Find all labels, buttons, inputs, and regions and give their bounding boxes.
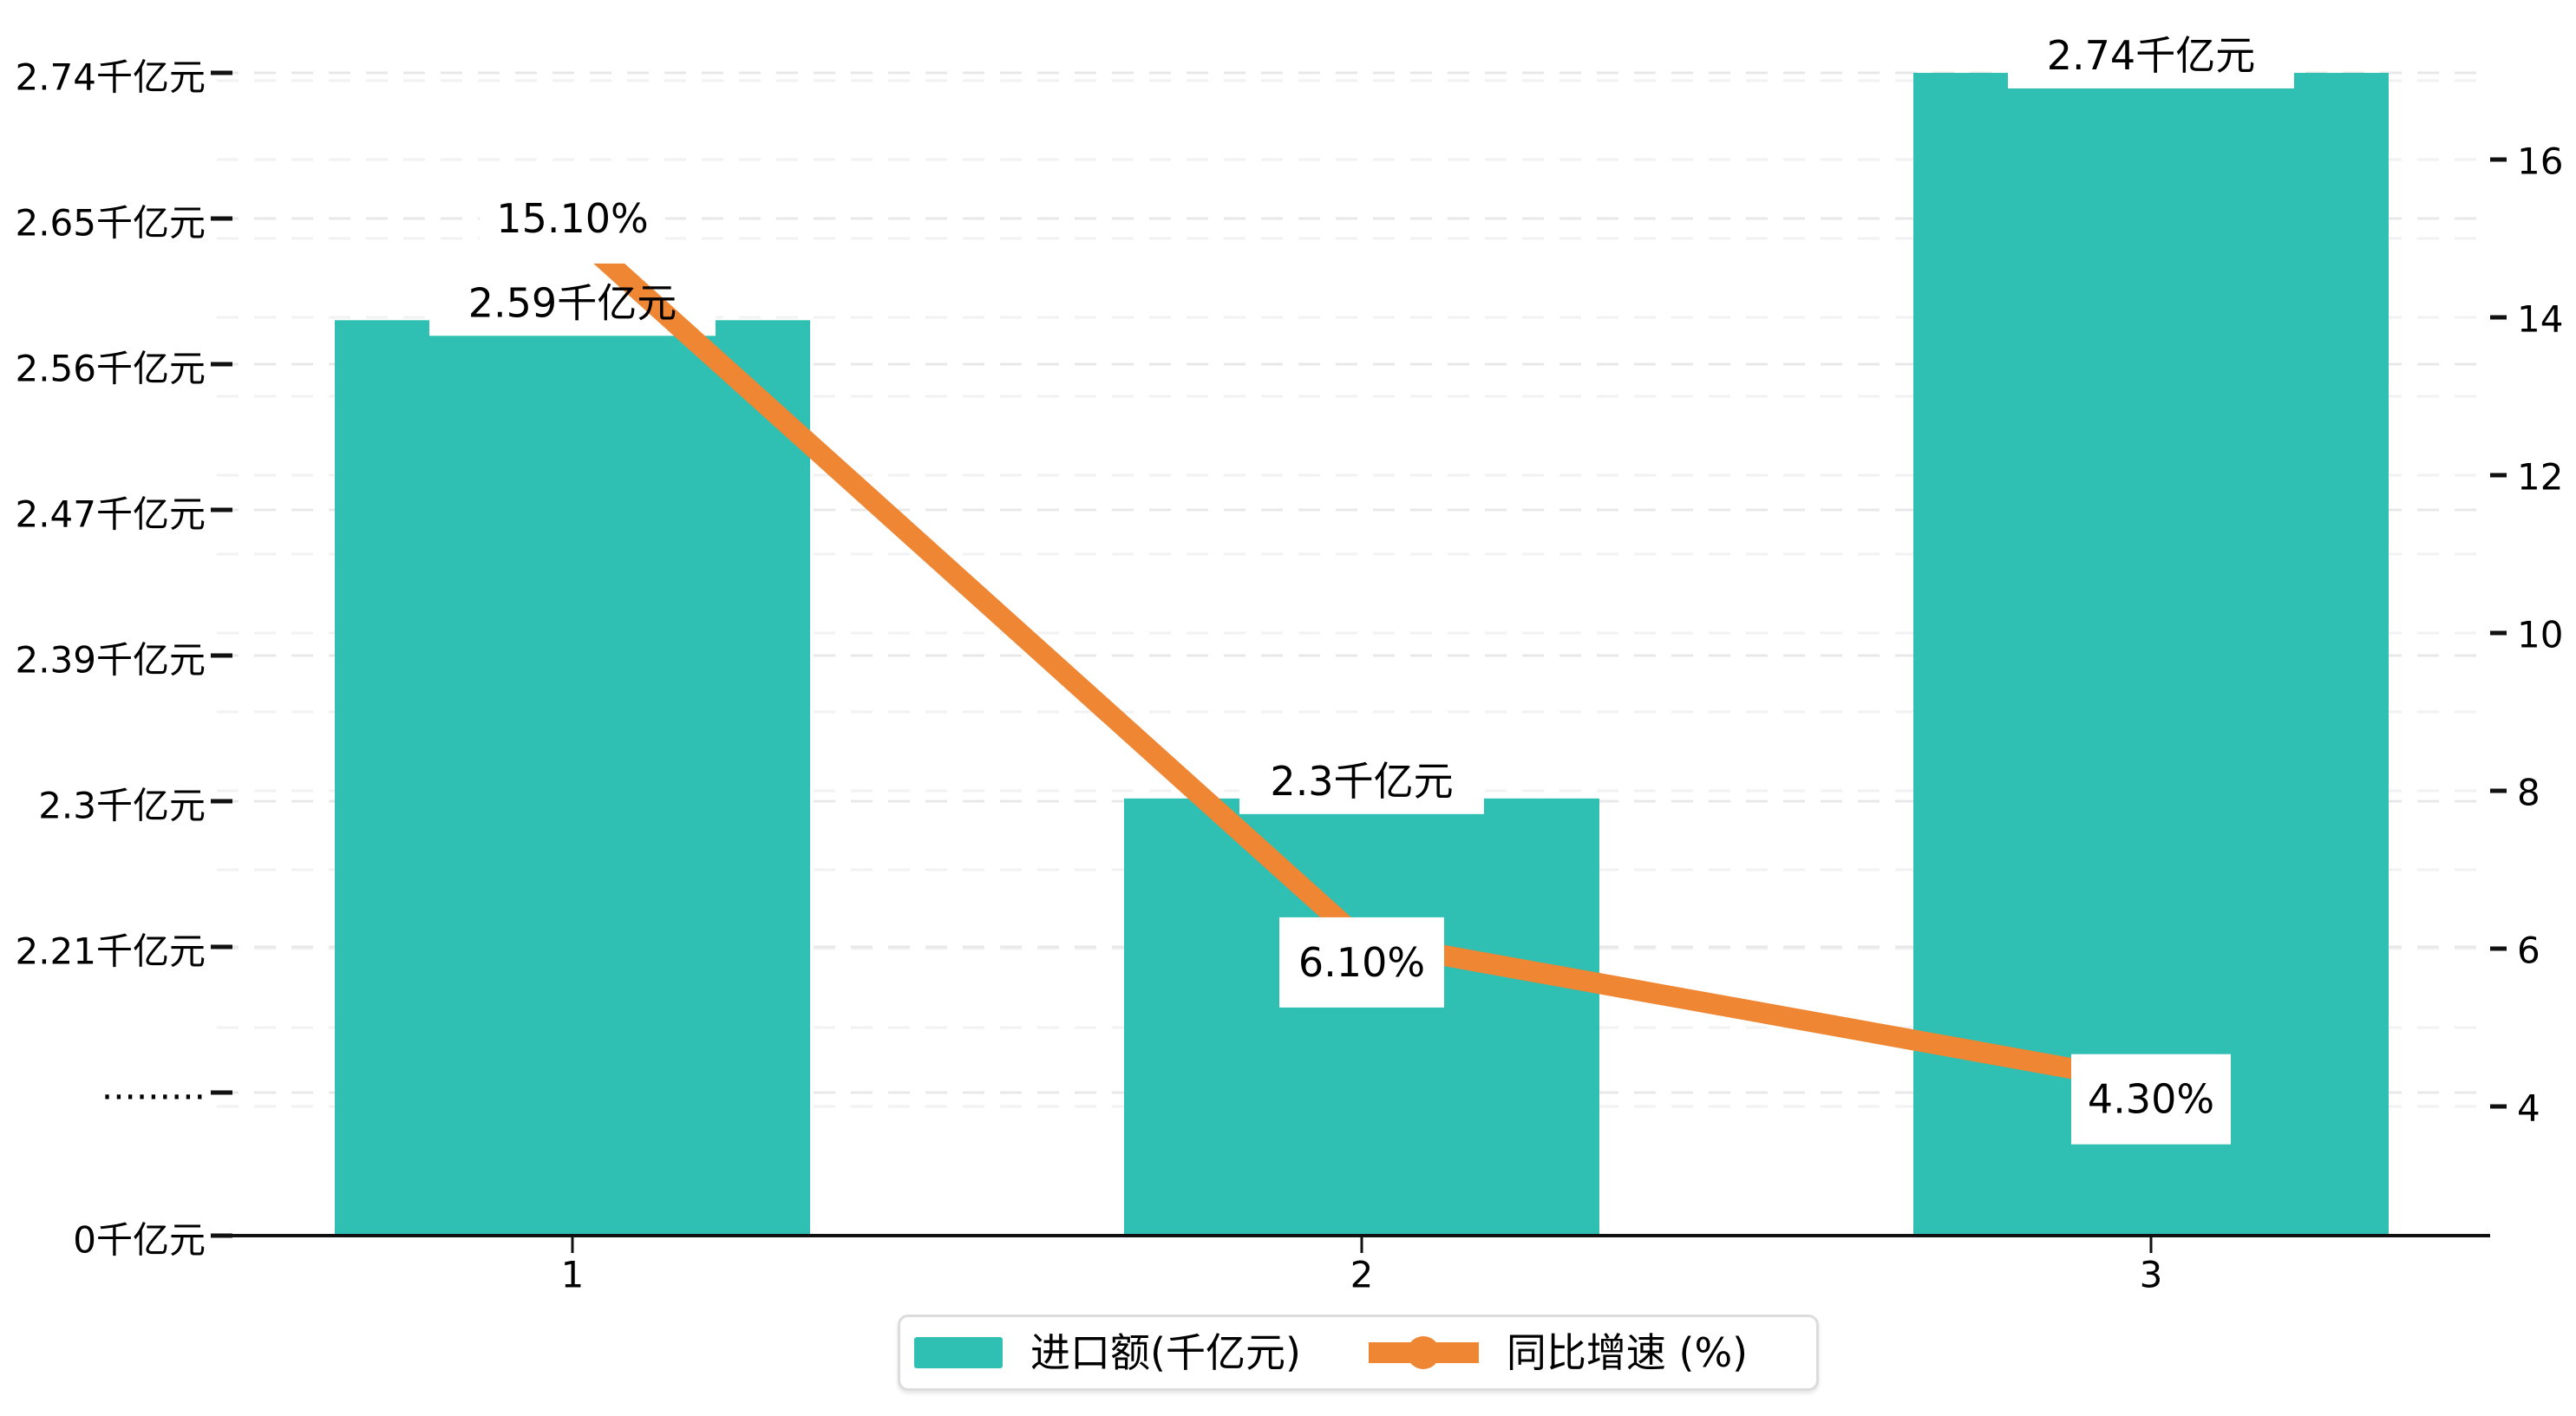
bar-value-label: 2.74千亿元 [2047, 32, 2255, 79]
left-axis-label: 2.74千亿元 [15, 56, 206, 99]
line-series-marker [1368, 1336, 1479, 1369]
left-axis-label: 0千亿元 [73, 1219, 206, 1262]
line-labels: 15.10% 6.10% 4.30% [480, 173, 2231, 1145]
left-axis-label: ········· [101, 1076, 206, 1119]
bar-value-label: 2.3千亿元 [1270, 758, 1453, 805]
line-label-box [2071, 1054, 2231, 1145]
right-axis-label: 6 [2517, 930, 2540, 972]
legend-item-import-amount[interactable]: 进口额(千亿元) [914, 1333, 1301, 1373]
bar-label-box [1239, 747, 1484, 814]
left-axis-label: 2.47千亿元 [15, 493, 206, 536]
left-axis-label: 2.3千亿元 [38, 785, 206, 827]
right-axis-label: 16 [2517, 140, 2563, 183]
x-axis-label-3: 3 [2140, 1254, 2163, 1296]
legend-label-yoy-growth: 同比增速 (%) [1506, 1329, 1749, 1376]
right-axis-ticks [2490, 157, 2507, 1109]
right-axis-label: 12 [2517, 456, 2563, 499]
legend: 进口额(千亿元) 同比增速 (%) [898, 1315, 1819, 1391]
x-axis [217, 1234, 2490, 1253]
bar-category-2[interactable] [1124, 798, 1599, 1236]
bar-label-box [2008, 23, 2294, 88]
left-axis-label: 2.21千亿元 [15, 930, 206, 973]
line-value-label: 15.10% [496, 195, 648, 242]
line-value-label: 4.30% [2088, 1076, 2214, 1123]
bar-category-1[interactable] [335, 320, 810, 1237]
bar-label-texts: 2.59千亿元 2.3千亿元 2.74千亿元 [468, 32, 2255, 805]
bar-value-label: 2.59千亿元 [468, 279, 677, 326]
bar-series [335, 73, 2389, 1237]
bar-category-3[interactable] [1913, 73, 2389, 1236]
line-value-label: 6.10% [1298, 939, 1425, 986]
left-axis-label: 2.39千亿元 [15, 639, 206, 682]
right-axis-label: 4 [2517, 1087, 2540, 1130]
x-axis-labels: 1 2 3 [561, 1254, 2163, 1296]
bar-series-swatch [914, 1337, 1003, 1368]
left-axis-labels: 2.74千亿元 2.65千亿元 2.56千亿元 2.47千亿元 2.39千亿元 2.3千亿… [15, 56, 206, 1262]
legend-label-import-amount: 进口额(千亿元) [1030, 1329, 1301, 1376]
left-axis-ticks [211, 70, 232, 1238]
x-axis-label-2: 2 [1350, 1254, 1374, 1296]
left-axis-label: 2.65千亿元 [15, 202, 206, 245]
right-axis-label: 8 [2517, 772, 2540, 814]
left-axis-label: 2.56千亿元 [15, 348, 206, 390]
x-axis-label-1: 1 [561, 1254, 585, 1296]
right-axis-label: 14 [2517, 298, 2563, 341]
line-label-box [1279, 917, 1444, 1008]
right-axis-labels: 16 14 12 10 8 6 4 [2517, 140, 2563, 1130]
bar-label-boxes [429, 23, 2294, 814]
line-label-box [480, 173, 665, 264]
legend-item-yoy-growth[interactable]: 同比增速 (%) [1368, 1329, 1749, 1376]
right-axis-label: 10 [2517, 614, 2563, 656]
